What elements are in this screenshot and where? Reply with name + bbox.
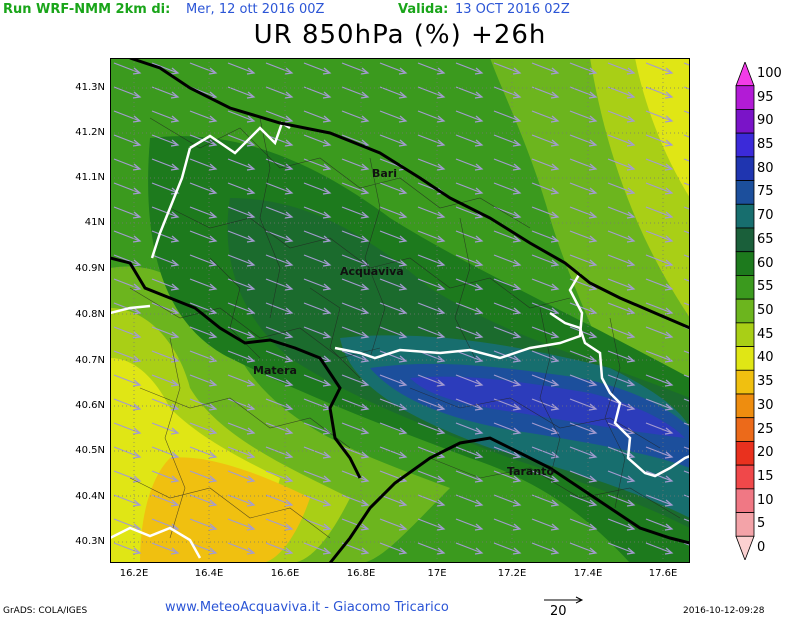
run-label: Run WRF-NMM 2km di:	[3, 2, 171, 17]
color-scale-bar	[735, 62, 755, 560]
color-scale-label: 45	[757, 326, 774, 342]
city-label-acquaviva: Acquaviva	[340, 265, 404, 278]
color-scale-label: 95	[757, 89, 774, 105]
lat-label: 41N	[84, 217, 105, 228]
lat-label: 40.9N	[75, 263, 105, 274]
lat-label: 41.2N	[75, 127, 105, 138]
color-scale-cell	[735, 441, 755, 466]
color-scale-cell	[735, 535, 755, 560]
color-scale-cell	[735, 62, 755, 87]
color-scale-label: 35	[757, 374, 774, 390]
valid-date: 13 OCT 2016 02Z	[455, 2, 570, 17]
lon-label: 16.6E	[270, 568, 300, 579]
lat-label: 41.1N	[75, 172, 105, 183]
color-scale-cell	[735, 156, 755, 181]
color-scale-cell	[735, 464, 755, 490]
run-date: Mer, 12 ott 2016 00Z	[186, 2, 325, 17]
vector-scale-arrow-icon	[544, 596, 584, 604]
color-scale-label: 20	[757, 445, 774, 461]
lat-label: 40.6N	[75, 400, 105, 411]
valid-label: Valida:	[398, 2, 449, 17]
color-scale-label: 0	[757, 540, 766, 556]
site-credit: www.MeteoAcquaviva.it - Giacomo Tricaric…	[165, 600, 449, 615]
lon-label: 16.2E	[119, 568, 149, 579]
color-scale-cell	[735, 227, 755, 253]
color-scale-label: 55	[757, 279, 774, 295]
timestamp: 2016-10-12-09:28	[683, 606, 765, 616]
color-scale-cell	[735, 203, 755, 229]
map-title: UR 850hPa (%) +26h	[253, 20, 547, 50]
color-scale-cell	[735, 85, 755, 110]
lon-label: 17.2E	[497, 568, 527, 579]
lon-label: 17E	[427, 568, 447, 579]
city-label-taranto: Taranto	[507, 465, 555, 478]
lon-label: 16.4E	[194, 568, 224, 579]
city-label-bari: Bari	[372, 167, 398, 180]
lat-label: 40.5N	[75, 445, 105, 456]
color-scale-cell	[735, 512, 755, 537]
color-scale-cell	[735, 298, 755, 324]
color-scale-label: 70	[757, 208, 774, 224]
color-scale-label: 15	[757, 469, 774, 484]
lat-label: 40.8N	[75, 309, 105, 320]
color-scale-label: 40	[757, 350, 774, 366]
color-scale-cell	[735, 180, 755, 205]
lat-label: 40.7N	[75, 355, 105, 366]
color-scale-label: 5	[757, 516, 766, 532]
lon-label: 17.6E	[648, 568, 678, 579]
lon-label: 17.4E	[573, 568, 603, 579]
color-scale-cell	[735, 251, 755, 276]
color-scale-label: 80	[757, 160, 774, 176]
color-scale-label: 75	[757, 184, 774, 200]
color-scale-label: 65	[757, 231, 774, 247]
color-scale-label: 50	[757, 303, 774, 318]
vector-scale-value: 20	[550, 604, 567, 619]
color-scale-cell	[735, 369, 755, 395]
color-scale-label: 10	[757, 492, 774, 508]
lat-label: 40.4N	[75, 491, 105, 502]
color-scale-cell	[735, 488, 755, 513]
color-scale-cell	[735, 393, 755, 419]
color-scale-label: 100	[757, 65, 782, 81]
humidity-map	[110, 58, 690, 563]
color-scale-label: 25	[757, 421, 774, 437]
color-scale-cell	[735, 346, 755, 371]
color-scale-label: 60	[757, 255, 774, 271]
color-scale-label: 85	[757, 137, 774, 152]
color-scale-cell	[735, 322, 755, 347]
color-scale-label: 90	[757, 113, 774, 129]
lat-label: 41.3N	[75, 82, 105, 93]
grads-credit: GrADS: COLA/IGES	[3, 606, 88, 616]
color-scale-cell	[735, 132, 755, 158]
color-scale-cell	[735, 109, 755, 134]
lon-label: 16.8E	[346, 568, 376, 579]
color-scale-label: 30	[757, 397, 774, 413]
city-label-matera: Matera	[253, 364, 297, 377]
lat-label: 40.3N	[75, 536, 105, 547]
color-scale-cell	[735, 417, 755, 442]
color-scale-cell	[735, 275, 755, 300]
